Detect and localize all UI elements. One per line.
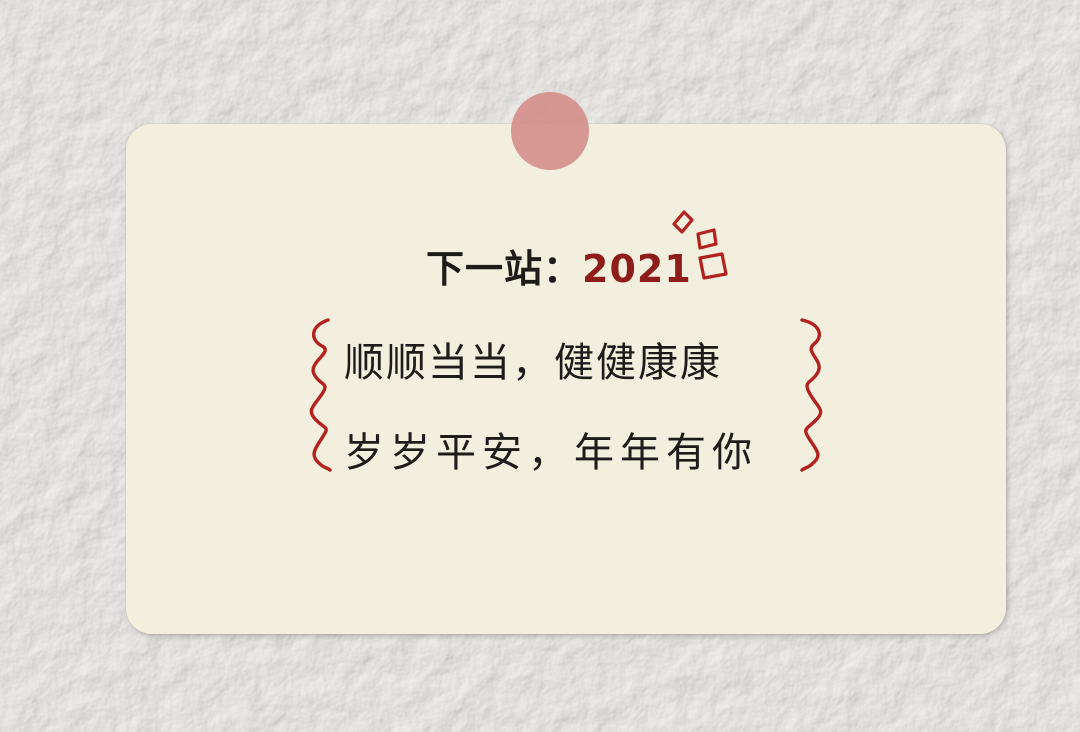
washi-tape-dot bbox=[511, 92, 589, 170]
sparkle-icon bbox=[672, 210, 728, 280]
note-card bbox=[126, 124, 1006, 634]
wavy-bracket-left bbox=[309, 318, 332, 472]
title-prefix: 下一站： bbox=[426, 247, 583, 291]
card-line-2: 岁岁平安，年年有你 bbox=[344, 430, 758, 476]
card-line-1: 顺顺当当，健健康康 bbox=[344, 340, 722, 386]
title-year: 2021 bbox=[582, 247, 692, 291]
wavy-bracket-right bbox=[800, 318, 823, 472]
card-title: 下一站：2021 bbox=[426, 238, 692, 293]
